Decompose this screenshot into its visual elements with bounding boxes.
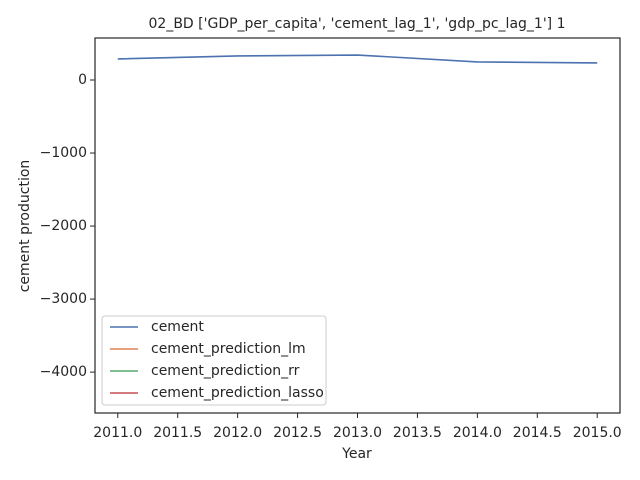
x-tick-label: 2014.0	[453, 425, 502, 441]
legend-label: cement_prediction_rr	[151, 363, 300, 379]
x-tick-label: 2012.0	[213, 425, 262, 441]
legend-box	[101, 315, 327, 406]
legend-label: cement	[151, 319, 204, 335]
y-axis-label: cement production	[17, 160, 33, 293]
x-tick-label: 2013.0	[333, 425, 382, 441]
y-tick-label: 0	[78, 72, 87, 88]
x-tick-label: 2013.5	[393, 425, 442, 441]
y-tick-label: −3000	[40, 291, 87, 307]
plot-frame	[94, 37, 621, 414]
series-line	[117, 54, 598, 64]
x-axis-label: Year	[341, 446, 372, 462]
legend-label: cement_prediction_lasso	[151, 385, 324, 401]
chart-title: 02_BD ['GDP_per_capita', 'cement_lag_1',…	[149, 16, 566, 32]
legend-label: cement_prediction_lm	[151, 341, 306, 357]
x-tick-label: 2014.5	[513, 425, 562, 441]
y-tick-label: −1000	[40, 145, 87, 161]
x-tick-label: 2012.5	[273, 425, 322, 441]
y-tick-label: −4000	[40, 364, 87, 380]
y-tick-label: −2000	[40, 218, 87, 234]
x-tick-label: 2015.0	[573, 425, 622, 441]
x-tick-label: 2011.5	[153, 425, 202, 441]
x-tick-label: 2011.0	[93, 425, 142, 441]
